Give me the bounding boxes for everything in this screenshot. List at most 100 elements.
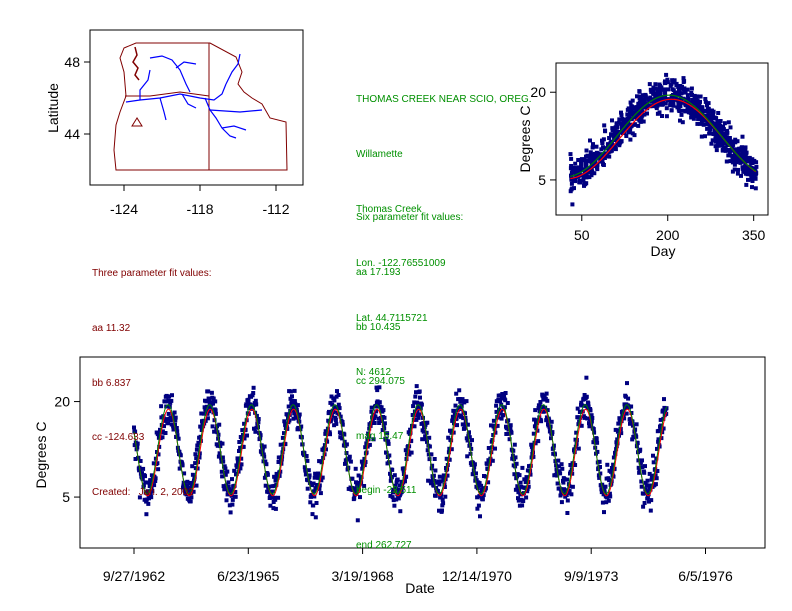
seasonal-data-point [673,95,677,100]
timeseries-data-point [520,503,525,508]
timeseries-data-point [613,427,618,432]
timeseries-data-point [213,411,218,416]
seasonal-data-point [635,94,639,99]
seasonal-data-point [638,106,643,111]
timeseries-data-point [404,474,409,479]
seasonal-data-point [626,117,631,122]
seasonal-data-point [696,112,701,117]
timeseries-data-point [533,408,538,413]
timeseries-data-point [260,448,265,453]
timeseries-data-point [431,483,436,488]
seasonal-data-point [657,90,662,95]
timeseries-data-point [611,462,616,467]
timeseries-data-point [265,472,270,477]
timeseries-data-point [336,393,341,397]
timeseries-data-point [258,433,263,438]
seasonal-data-point [692,101,697,106]
timeseries-data-point [586,404,591,409]
timeseries-data-point [333,418,338,422]
timeseries-data-point [228,510,233,515]
timeseries-data-point [465,454,470,459]
timeseries-data-point [374,409,379,414]
seasonal-data-point [615,130,620,135]
seasonal-data-point [698,94,703,99]
three-param-title: Three parameter fit values: [92,268,212,280]
seasonal-data-point [743,165,748,169]
timeseries-data-point [401,468,406,473]
timeseries-data-point [285,413,290,417]
seasonal-data-point [592,171,597,176]
timeseries-data-point [351,487,356,492]
timeseries-data-point [462,400,467,405]
seasonal-data-point [588,153,593,158]
seasonal-data-point [727,151,732,156]
seasonal-data-point [569,170,574,175]
timeseries-data-point [392,503,397,508]
seasonal-data-point [592,163,596,168]
timeseries-data-point [573,463,578,467]
timeseries-data-point [648,508,653,513]
timeseries-data-point [307,480,312,485]
seasonal-data-point [640,98,645,103]
timeseries-data-point [586,401,591,406]
timeseries-data-point [396,496,401,501]
timeseries-data-point [559,462,564,467]
timeseries-data-point [240,428,245,433]
timeseries-data-point [636,465,641,470]
timeseries-data-point [338,414,343,419]
timeseries-data-point [640,465,645,470]
timeseries-data-point [230,497,235,502]
timeseries-data-point [649,473,654,478]
timeseries-data-point [387,460,392,465]
timeseries-data-point [186,492,191,497]
seasonal-data-point [620,123,625,128]
timeseries-data-point [392,473,397,478]
seasonal-data-point [705,103,709,108]
timeseries-data-point [147,484,152,488]
six-param-block: Six parameter fit values: aa 17.193 bb 1… [356,173,463,573]
timeseries-data-point [577,421,582,426]
timeseries-data-point [629,404,634,409]
seasonal-data-point [691,109,696,114]
timeseries-data-point [316,471,320,476]
seasonal-data-point [723,148,728,153]
seasonal-data-point [610,118,614,123]
seasonal-data-point [728,125,733,130]
timeseries-data-point [430,475,435,480]
timeseries-data-point [540,393,545,398]
timeseries-data-point [654,476,659,481]
timeseries-data-point [198,434,203,439]
timeseries-data-point [544,391,549,396]
timeseries-data-point [649,498,654,503]
timeseries-data-point [153,476,158,481]
seasonal-data-point [665,80,670,85]
seasonal-data-point [649,89,654,94]
timeseries-data-point [264,462,269,467]
timeseries-data-point [288,396,293,401]
timeseries-data-point [277,455,282,460]
timeseries-data-point [505,401,510,405]
timeseries-data-point [343,461,347,466]
seasonal-data-point [642,112,647,117]
map-state-line-horizontal [125,91,210,97]
timeseries-data-point [195,443,200,448]
timeseries-data-point [493,446,497,451]
timeseries-data-point [577,410,582,414]
seasonal-data-point [736,167,740,172]
timeseries-data-point [640,458,644,463]
timeseries-data-point [498,399,503,404]
timeseries-data-point [463,411,467,416]
timeseries-data-point [630,437,635,442]
seasonal-data-point [582,172,587,177]
timeseries-data-point [160,429,165,434]
seasonal-data-point [613,125,618,130]
seasonal-data-point [568,152,573,157]
seasonal-data-point [693,114,698,119]
seasonal-data-point [643,94,648,99]
timeseries-xtick-label: 6/5/1976 [678,568,733,584]
timeseries-data-point [556,458,561,463]
timeseries-data-point [425,439,429,444]
timeseries-data-point [177,449,182,454]
timeseries-data-point [647,471,652,476]
timeseries-data-point [478,514,482,519]
